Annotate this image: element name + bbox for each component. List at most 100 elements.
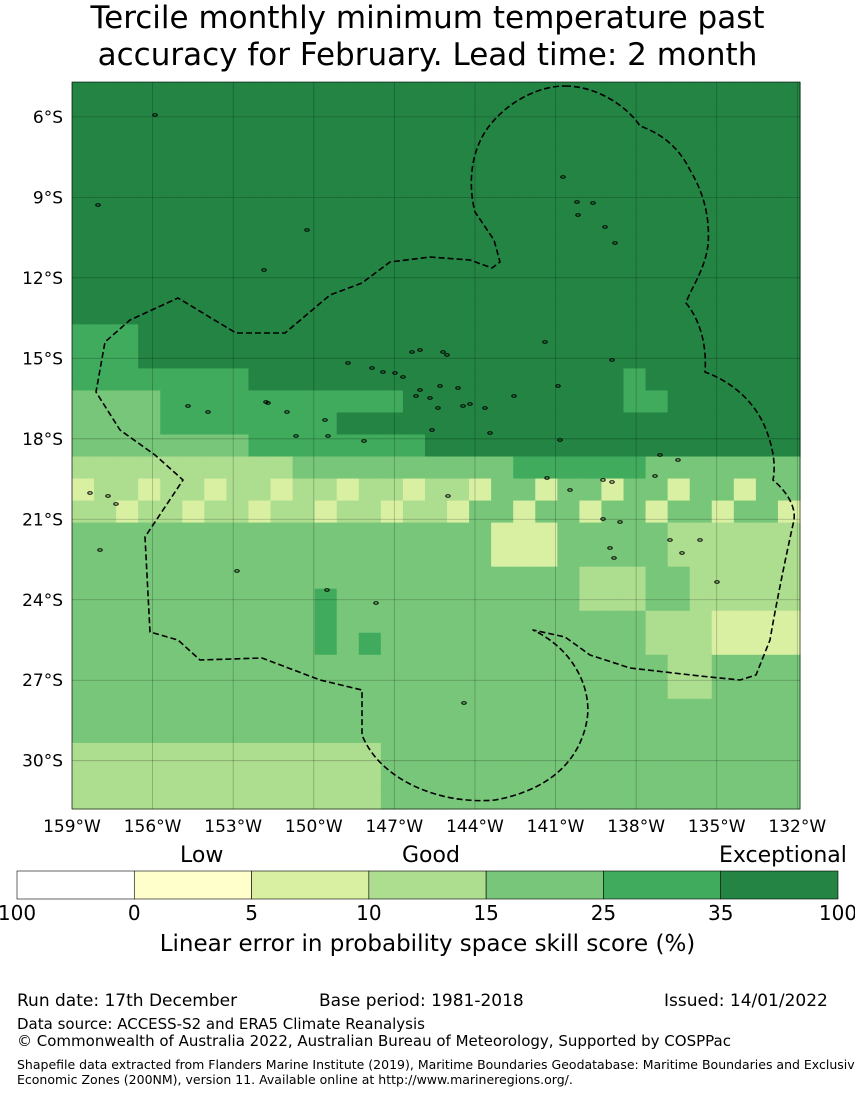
grid-cell: [380, 742, 404, 766]
grid-cell: [557, 192, 580, 215]
grid-cell: [160, 280, 183, 303]
grid-cell: [358, 786, 382, 810]
island-outline: [322, 418, 328, 422]
grid-cell: [116, 654, 139, 678]
colorbar-tick-label: 5: [245, 901, 258, 925]
grid-cell: [72, 302, 95, 325]
grid-cell: [667, 632, 691, 656]
grid-cell: [469, 148, 492, 171]
grid-cell: [579, 500, 603, 524]
grid-cell: [777, 456, 801, 480]
grid-cell: [270, 390, 294, 414]
grid-cell: [380, 500, 404, 524]
grid-cell: [138, 302, 161, 325]
grid-cell: [513, 676, 536, 700]
grid-cell: [424, 522, 448, 546]
grid-cell: [380, 522, 404, 546]
grid-cell: [711, 676, 735, 700]
grid-cell: [469, 544, 492, 568]
grid-cell: [160, 786, 183, 810]
grid-cell: [755, 698, 779, 722]
grid-cell: [667, 544, 691, 568]
grid-cell: [336, 258, 360, 281]
grid-cell: [491, 170, 514, 193]
grid-cell: [777, 170, 801, 193]
grid-cell: [689, 764, 713, 788]
grid-cell: [689, 500, 713, 524]
grid-cell: [623, 214, 647, 237]
grid-cell: [711, 82, 735, 105]
grid-cell: [491, 126, 514, 149]
grid-cell: [138, 434, 161, 458]
island-outline: [445, 494, 451, 498]
grid-cell: [447, 346, 470, 369]
colorbar-tick-label: 100: [0, 901, 36, 925]
grid-cell: [226, 170, 250, 193]
grid-cell: [711, 390, 735, 414]
longitude-tick-label: 144°W: [446, 817, 504, 837]
grid-cell: [535, 654, 558, 678]
grid-cell: [116, 302, 139, 325]
grid-cell: [667, 654, 691, 678]
island-outline: [555, 384, 561, 388]
grid-cell: [535, 544, 558, 568]
grid-cell: [138, 456, 161, 480]
grid-cell: [160, 170, 183, 193]
grid-cell: [513, 148, 536, 171]
grid-cell: [601, 654, 625, 678]
grid-cell: [777, 434, 801, 458]
title-line-2: accuracy for February. Lead time: 2 mont…: [97, 37, 758, 73]
grid-cell: [755, 236, 779, 259]
grid-cell: [513, 82, 536, 105]
grid-cell: [535, 764, 558, 788]
grid-cell: [358, 588, 382, 612]
grid-cell: [601, 302, 625, 325]
grid-cell: [380, 324, 404, 347]
grid-cell: [138, 280, 161, 303]
grid-cell: [182, 192, 205, 215]
grid-cell: [270, 588, 294, 612]
grid-cell: [292, 742, 316, 766]
grid-cell: [711, 126, 735, 149]
grid-cell: [116, 786, 139, 810]
grid-cell: [755, 170, 779, 193]
grid-cell: [447, 522, 470, 546]
grid-cell: [424, 610, 448, 634]
grid-cell: [733, 390, 757, 414]
grid-cell: [733, 786, 757, 810]
grid-cell: [601, 126, 625, 149]
grid-cell: [513, 522, 536, 546]
grid-cell: [667, 786, 691, 810]
grid-cell: [138, 632, 161, 656]
colorbar-tick-label: 100: [819, 901, 855, 925]
grid-cell: [226, 698, 250, 722]
grid-cell: [579, 170, 603, 193]
grid-cell: [116, 434, 139, 458]
grid-cell: [358, 434, 382, 458]
grid-cell: [689, 280, 713, 303]
grid-cell: [160, 588, 183, 612]
grid-cell: [777, 632, 801, 656]
grid-cell: [777, 610, 801, 634]
grid-cell: [513, 104, 536, 127]
grid-cell: [424, 566, 448, 590]
grid-cell: [226, 720, 250, 744]
island-outline: [417, 348, 423, 352]
grid-cell: [292, 544, 316, 568]
grid-cell: [623, 412, 647, 436]
grid-cell: [424, 786, 448, 810]
latitude-labels: 6°S 9°S 12°S 15°S 18°S 21°S 24°S 27°S 30°S: [22, 108, 63, 772]
grid-cell: [336, 500, 360, 524]
grid-cell: [535, 522, 558, 546]
grid-cell: [182, 82, 205, 105]
grid-cell: [447, 654, 470, 678]
grid-cell: [733, 126, 757, 149]
grid-cell: [535, 720, 558, 744]
grid-cell: [755, 720, 779, 744]
grid-cell: [336, 764, 360, 788]
grid-cell: [711, 742, 735, 766]
grid-cell: [358, 610, 382, 634]
grid-cell: [447, 258, 470, 281]
grid-cell: [711, 302, 735, 325]
grid-cell: [314, 544, 338, 568]
